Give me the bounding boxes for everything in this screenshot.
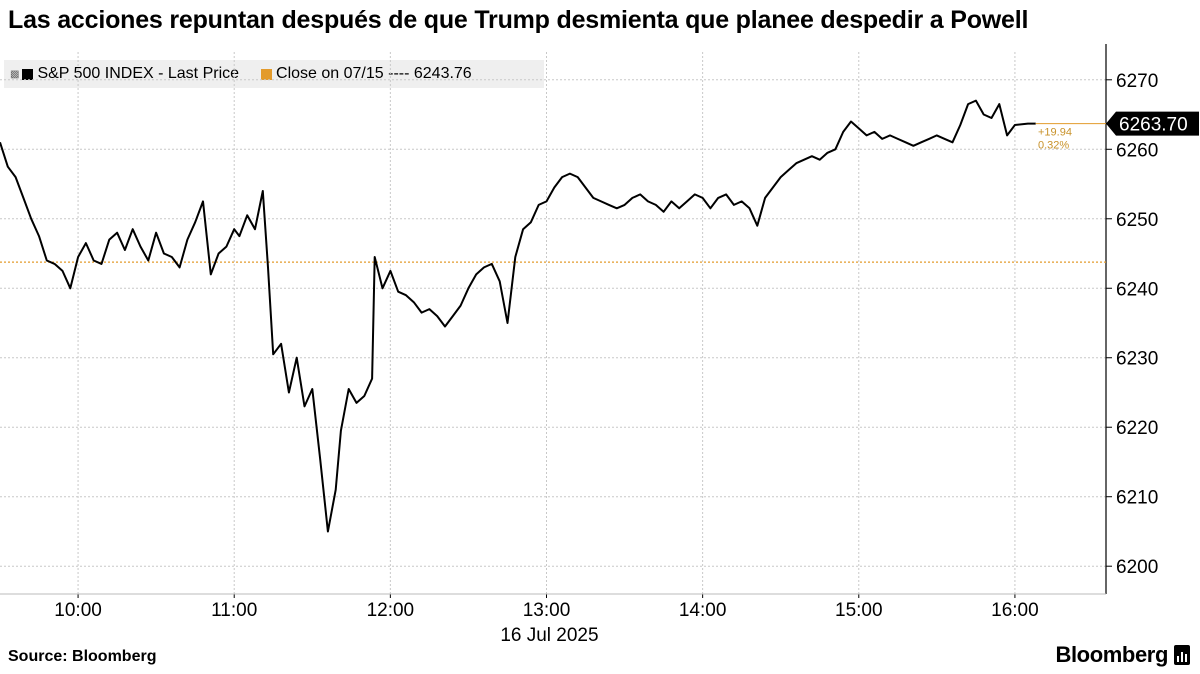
brand-text: Bloomberg	[1055, 642, 1168, 667]
legend-label-series: S&P 500 INDEX - Last Price	[37, 65, 240, 82]
legend-item-close[interactable]: Close on 07/15 ---- 6243.76	[261, 65, 472, 83]
y-tick-label: 6260	[1116, 140, 1158, 161]
change-abs-label: +19.94	[1038, 127, 1072, 139]
y-tick-label: 6240	[1116, 279, 1158, 300]
source-note: Source: Bloomberg	[8, 648, 157, 665]
y-tick-label: 6200	[1116, 557, 1158, 578]
brand-logo: Bloomberg	[1055, 642, 1190, 668]
axes	[0, 44, 1112, 598]
x-tick-label: 12:00	[367, 600, 415, 621]
x-tick-label: 13:00	[523, 600, 571, 621]
x-date-label: 16 Jul 2025	[500, 625, 598, 646]
x-tick-label: 15:00	[835, 600, 883, 621]
x-tick-label: 10:00	[54, 600, 102, 621]
chart-title: Las acciones repuntan después de que Tru…	[8, 6, 1029, 34]
y-tick-label: 6230	[1116, 349, 1158, 370]
legend-swatch-series	[22, 68, 34, 80]
legend: ▩ S&P 500 INDEX - Last Price Close on 07…	[4, 60, 544, 88]
axis-labels: 6200 6210 6220 6230 6240 6250 6260 6270 10:00 11:…	[54, 71, 1158, 646]
y-tick-label: 6270	[1116, 71, 1158, 92]
last-value-label: 6263.70	[1119, 115, 1188, 136]
legend-handle-icon: ▩	[10, 68, 20, 80]
bloomberg-terminal-icon	[1174, 645, 1190, 665]
y-tick-label: 6250	[1116, 210, 1158, 231]
x-tick-label: 16:00	[991, 600, 1039, 621]
y-tick-label: 6210	[1116, 488, 1158, 509]
series-line	[0, 99, 1036, 533]
legend-item-series[interactable]: ▩ S&P 500 INDEX - Last Price	[10, 65, 239, 83]
price-line	[0, 99, 1036, 533]
last-value: 6263.70 +19.940.32%	[1035, 111, 1199, 152]
x-tick-label: 11:00	[211, 600, 257, 621]
change-pct-label: 0.32%	[1038, 140, 1069, 152]
last-value-tag	[1106, 111, 1199, 136]
grid-lines	[0, 52, 1106, 594]
x-tick-label: 14:00	[679, 600, 727, 621]
y-tick-label: 6220	[1116, 418, 1158, 439]
legend-label-close: Close on 07/15 ---- 6243.76	[276, 65, 472, 82]
legend-swatch-close	[261, 68, 273, 80]
